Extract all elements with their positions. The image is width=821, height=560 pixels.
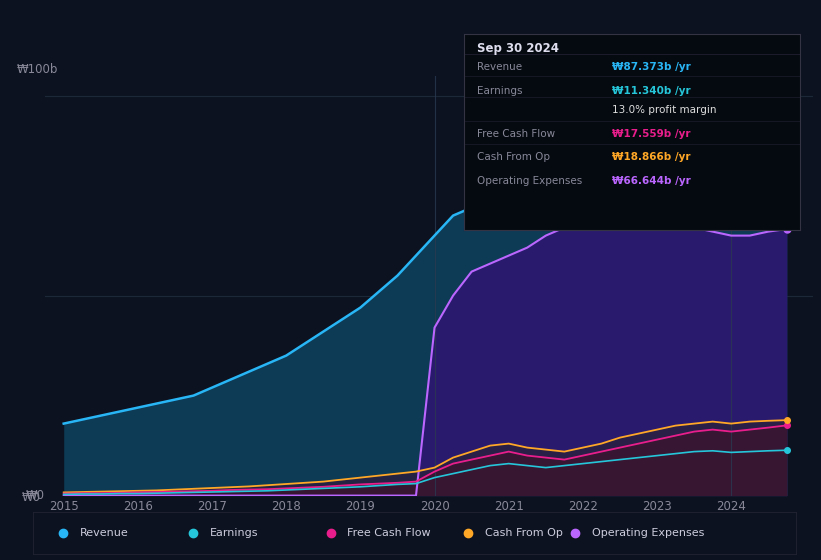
Text: ₩0: ₩0 (26, 489, 45, 502)
Text: 13.0% profit margin: 13.0% profit margin (612, 105, 717, 115)
Text: ₩11.340b /yr: ₩11.340b /yr (612, 86, 690, 96)
Text: ₩17.559b /yr: ₩17.559b /yr (612, 129, 690, 139)
Text: Operating Expenses: Operating Expenses (477, 176, 583, 186)
Text: Revenue: Revenue (80, 529, 129, 538)
Text: Cash From Op: Cash From Op (485, 529, 562, 538)
Text: Free Cash Flow: Free Cash Flow (347, 529, 431, 538)
Text: ₩87.373b /yr: ₩87.373b /yr (612, 62, 690, 72)
Text: Earnings: Earnings (210, 529, 259, 538)
Text: Free Cash Flow: Free Cash Flow (477, 129, 556, 139)
Text: Earnings: Earnings (477, 86, 523, 96)
Text: ₩100b: ₩100b (16, 63, 57, 76)
Text: Operating Expenses: Operating Expenses (592, 529, 704, 538)
Text: Sep 30 2024: Sep 30 2024 (477, 43, 559, 55)
Text: ₩66.644b /yr: ₩66.644b /yr (612, 176, 690, 186)
Text: Revenue: Revenue (477, 62, 522, 72)
Text: ₩18.866b /yr: ₩18.866b /yr (612, 152, 690, 162)
Text: Cash From Op: Cash From Op (477, 152, 550, 162)
